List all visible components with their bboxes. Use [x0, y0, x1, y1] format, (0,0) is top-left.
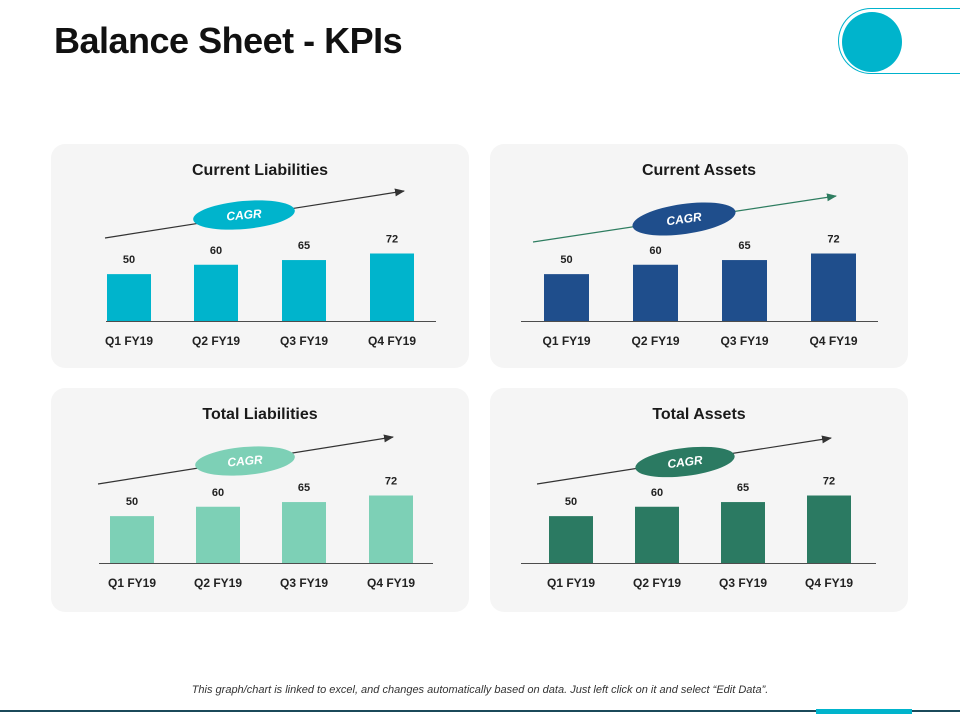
cagr-label: CAGR [666, 210, 703, 229]
category-label: Q4 FY19 [368, 334, 416, 348]
value-label: 60 [651, 487, 663, 499]
category-label: Q1 FY19 [542, 334, 590, 348]
chart-title: Current Liabilities [191, 162, 329, 179]
bar-q4-fy19[interactable] [369, 495, 413, 564]
current-assets-panel[interactable]: Current Assets CAGR 50 Q1 FY19 60 Q2 FY19 65 Q… [490, 144, 908, 368]
page-title: Balance Sheet - KPIs [54, 20, 403, 61]
corner-circle-decoration [842, 12, 902, 72]
category-label: Q3 FY19 [280, 334, 328, 348]
cagr-badge [193, 200, 295, 230]
value-label: 50 [560, 254, 572, 266]
category-label: Q4 FY19 [805, 576, 853, 590]
bar-q4-fy19[interactable] [370, 253, 414, 322]
bar-q1-fy19[interactable] [107, 274, 151, 321]
total-liabilities-chart[interactable]: CAGR 50 Q1 FY19 60 Q2 FY19 65 Q3 FY19 72 Q4 FY19 [51, 388, 469, 612]
bar-q3-fy19[interactable] [282, 502, 326, 563]
current-liabilities-chart[interactable]: CAGR 50 Q1 FY19 60 Q2 FY19 65 Q3 FY19 72 Q4 FY19 [51, 144, 469, 368]
footer-accent-bar [816, 709, 912, 714]
value-label: 60 [212, 487, 224, 499]
total-assets-panel[interactable]: Total Assets CAGR 50 Q1 FY19 60 Q2 FY19 65 Q3 … [490, 388, 908, 612]
value-label: 65 [737, 482, 749, 494]
bar-q3-fy19[interactable] [721, 502, 765, 563]
category-label: Q2 FY19 [194, 576, 242, 590]
category-label: Q2 FY19 [633, 576, 681, 590]
current-liabilities-panel[interactable]: Current Liabilities CAGR 50 Q1 FY19 60 Q2 FY… [51, 144, 469, 368]
bar-q1-fy19[interactable] [544, 274, 589, 321]
bar-q3-fy19[interactable] [722, 260, 767, 321]
value-label: 50 [126, 496, 138, 508]
chart-title: Current Assets [641, 162, 757, 179]
bar-q1-fy19[interactable] [110, 516, 154, 563]
footnote: This graph/chart is linked to excel, and… [191, 684, 769, 696]
value-label: 72 [823, 476, 835, 488]
cagr-label: CAGR [226, 206, 263, 223]
bar-q2-fy19[interactable] [635, 506, 679, 563]
cagr-label: CAGR [667, 453, 704, 471]
value-label: 72 [386, 234, 398, 246]
cagr-badge [635, 446, 735, 478]
value-label: 65 [738, 240, 750, 252]
value-label: 65 [298, 482, 310, 494]
bar-q4-fy19[interactable] [811, 253, 856, 322]
category-label: Q3 FY19 [280, 576, 328, 590]
total-assets-chart[interactable]: CAGR 50 Q1 FY19 60 Q2 FY19 65 Q3 FY19 72 Q4 FY19 [490, 388, 908, 612]
value-label: 60 [210, 245, 222, 257]
cagr-badge [632, 202, 736, 236]
bar-q2-fy19[interactable] [633, 264, 678, 321]
cagr-label: CAGR [227, 452, 264, 469]
value-label: 72 [827, 234, 839, 246]
value-label: 72 [385, 476, 397, 488]
category-label: Q1 FY19 [108, 576, 156, 590]
value-label: 50 [123, 254, 135, 266]
footer-line [0, 710, 960, 712]
bar-q2-fy19[interactable] [196, 506, 240, 563]
bar-q1-fy19[interactable] [549, 516, 593, 563]
chart-title: Total Liabilities [202, 406, 318, 423]
bar-q3-fy19[interactable] [282, 260, 326, 321]
category-label: Q2 FY19 [631, 334, 679, 348]
category-label: Q4 FY19 [367, 576, 415, 590]
bar-q4-fy19[interactable] [807, 495, 851, 564]
bar-q2-fy19[interactable] [194, 264, 238, 321]
category-label: Q3 FY19 [719, 576, 767, 590]
corner-ring-decoration [838, 8, 960, 74]
value-label: 60 [649, 245, 661, 257]
category-label: Q4 FY19 [809, 334, 857, 348]
cagr-badge [195, 446, 295, 476]
value-label: 50 [565, 496, 577, 508]
category-label: Q2 FY19 [192, 334, 240, 348]
category-label: Q1 FY19 [105, 334, 153, 348]
total-liabilities-panel[interactable]: Total Liabilities CAGR 50 Q1 FY19 60 Q2 FY19… [51, 388, 469, 612]
value-label: 65 [298, 240, 310, 252]
chart-title: Total Assets [652, 406, 746, 423]
category-label: Q3 FY19 [720, 334, 768, 348]
current-assets-chart[interactable]: CAGR 50 Q1 FY19 60 Q2 FY19 65 Q3 FY19 72 Q4 FY19 [490, 144, 908, 368]
category-label: Q1 FY19 [547, 576, 595, 590]
